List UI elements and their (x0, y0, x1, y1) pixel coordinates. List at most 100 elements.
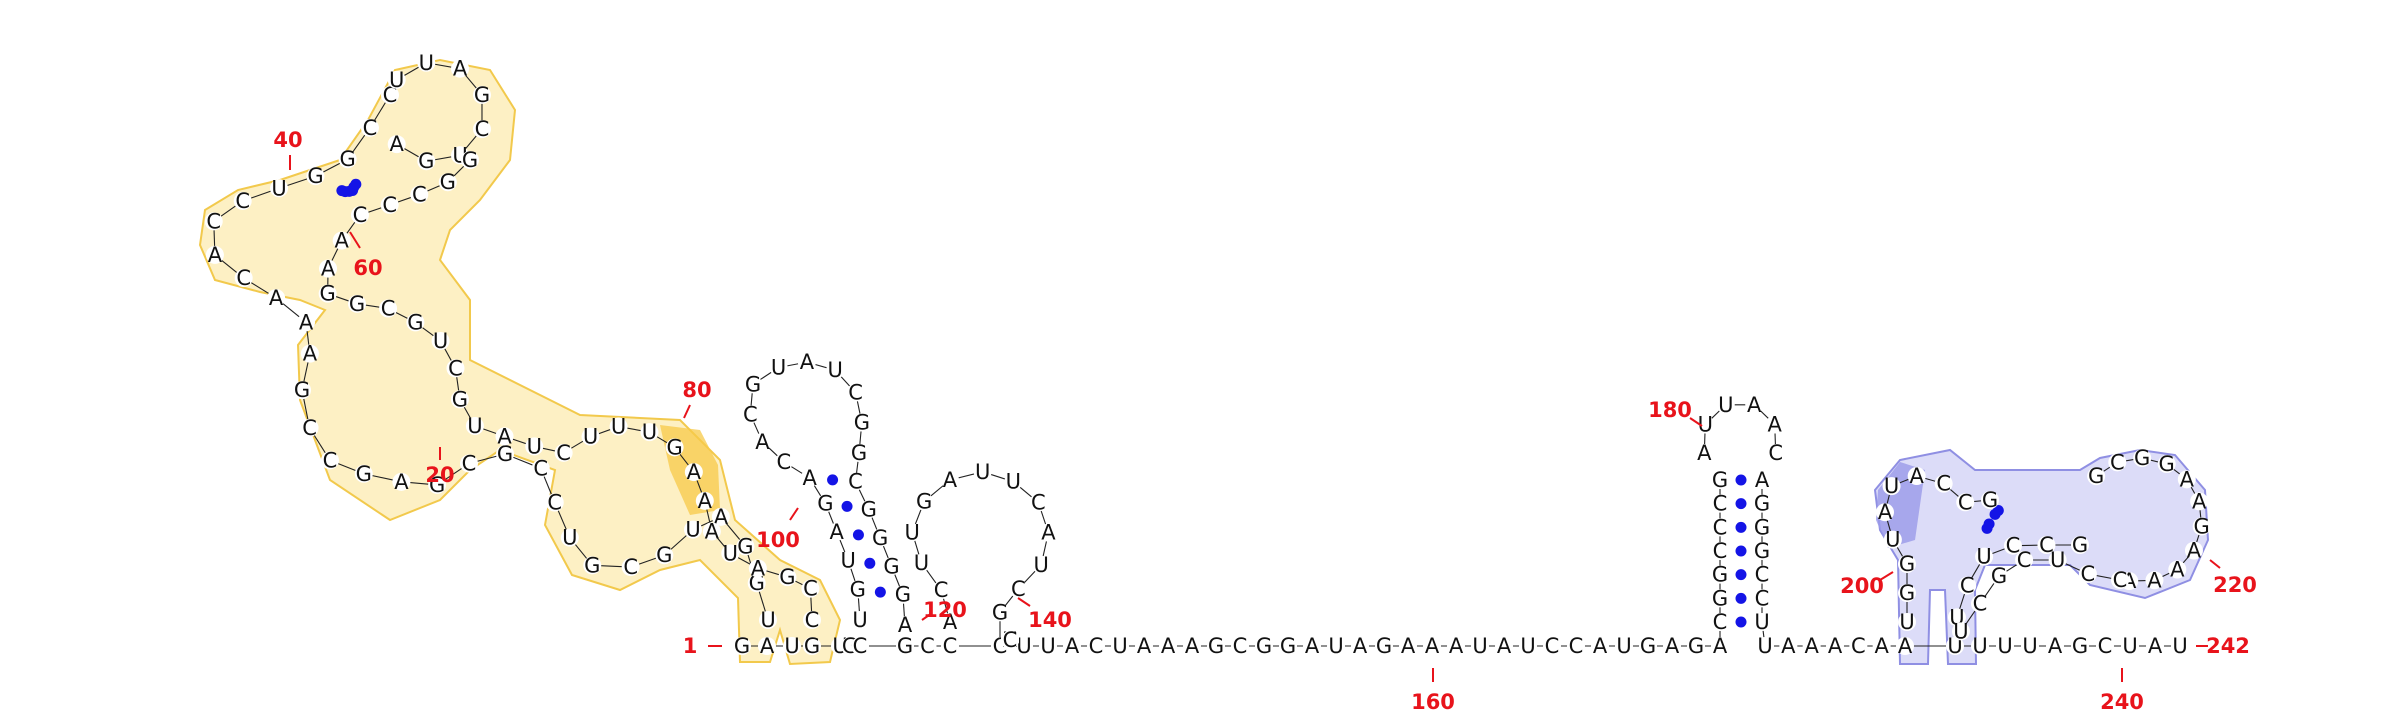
nucleotide-G: G (584, 553, 600, 577)
nucleotide-A: A (453, 57, 468, 81)
nucleotide-A: A (1137, 634, 1152, 658)
nucleotide-G: G (2134, 446, 2150, 470)
nucleotide-A: A (755, 430, 770, 454)
position-tick (684, 405, 690, 418)
nucleotide-G: G (872, 526, 888, 550)
nucleotide-G: G (1991, 564, 2007, 588)
nucleotide-C: C (1713, 492, 1728, 516)
nucleotide-A: A (1665, 634, 1680, 658)
position-label-20: 20 (425, 463, 454, 487)
base-pair-dot (1736, 546, 1747, 557)
nucleotide-G: G (418, 149, 434, 173)
nucleotide-G: G (804, 634, 820, 658)
nucleotide-G: G (850, 577, 866, 601)
nucleotide-G: G (356, 462, 372, 486)
blue-domain-outline (1875, 450, 2208, 664)
nucleotide-U: U (1899, 610, 1914, 634)
nucleotide-A: A (898, 613, 913, 637)
nucleotide-G: G (1712, 586, 1728, 610)
base-pair-dot (1736, 617, 1747, 628)
nucleotide-C: C (236, 266, 251, 290)
nucleotide-A: A (2187, 539, 2202, 563)
nucleotide-U: U (2172, 634, 2187, 658)
nucleotide-C: C (556, 441, 571, 465)
nucleotide-A: A (760, 634, 775, 658)
nucleotide-G: G (294, 378, 310, 402)
nucleotide-A: A (1593, 634, 1608, 658)
nucleotide-A: A (943, 468, 958, 492)
nucleotide-G: G (656, 543, 672, 567)
nucleotide-A: A (390, 132, 405, 156)
position-label-140: 140 (1028, 608, 1072, 632)
nucleotide-A: A (1804, 634, 1819, 658)
nucleotide-U: U (433, 329, 448, 353)
nucleotide-G: G (897, 634, 913, 658)
nucleotide-U: U (1976, 545, 1991, 569)
nucleotide-U: U (1616, 634, 1631, 658)
nucleotide-G: G (349, 292, 365, 316)
nucleotide-A: A (1305, 634, 1320, 658)
nucleotide-A: A (2180, 467, 2195, 491)
nucleotide-C: C (2098, 634, 2113, 658)
nucleotide-C: C (448, 356, 463, 380)
position-label-240: 240 (2100, 690, 2144, 714)
nucleotide-G: G (854, 411, 870, 435)
nucleotide-A: A (1353, 634, 1368, 658)
nucleotide-C: C (1031, 491, 1046, 515)
base-pair-dot (875, 587, 886, 598)
nucleotide-U: U (1757, 634, 1772, 658)
nucleotide-A: A (705, 519, 720, 543)
nucleotide-A: A (269, 286, 284, 310)
base-pair-dot (1736, 593, 1747, 604)
nucleotide-U: U (1972, 634, 1987, 658)
nucleotide-A: A (1697, 441, 1712, 465)
position-label-120: 120 (923, 598, 967, 622)
nucleotide-U: U (1953, 619, 1968, 643)
nucleotide-U: U (685, 518, 700, 542)
nucleotide-C: C (235, 189, 250, 213)
nucleotide-C: C (382, 193, 397, 217)
nucleotide-A: A (299, 310, 314, 334)
nucleotide-A: A (1185, 634, 1200, 658)
nucleotide-C: C (2081, 562, 2096, 586)
nucleotide-G: G (1754, 539, 1770, 563)
nucleotide-A: A (1874, 634, 1889, 658)
nucleotide-G: G (1688, 634, 1704, 658)
nucleotide-C: C (1011, 577, 1026, 601)
nucleotide-C: C (1569, 634, 1584, 658)
nucleotide-U: U (1885, 528, 1900, 552)
nucleotide-G: G (666, 435, 682, 459)
nucleotide-G: G (1712, 563, 1728, 587)
nucleotide-G: G (1899, 552, 1915, 576)
nucleotide-C: C (1755, 563, 1770, 587)
nucleotide-A: A (1161, 634, 1176, 658)
position-label-160: 160 (1411, 690, 1455, 714)
nucleotide-A: A (2170, 558, 2185, 582)
nucleotide-G: G (779, 565, 795, 589)
nucleotide-A: A (2147, 568, 2162, 592)
nucleotide-C: C (1768, 441, 1783, 465)
nucleotide-U: U (527, 434, 542, 458)
base-pair-dot (350, 179, 361, 190)
nucleotide-U: U (1997, 634, 2012, 658)
nucleotide-A: A (208, 243, 223, 267)
nucleotide-G: G (340, 147, 356, 171)
nucleotide-U: U (642, 420, 657, 444)
nucleotide-C: C (1851, 634, 1866, 658)
nucleotide-G: G (1982, 488, 1998, 512)
nucleotide-U: U (1520, 634, 1535, 658)
nucleotide-A: A (1898, 634, 1913, 658)
nucleotide-U: U (467, 414, 482, 438)
nucleotide-A: A (698, 489, 713, 513)
nucleotide-G: G (883, 554, 899, 578)
nucleotide-G: G (462, 148, 478, 172)
nucleotide-C: C (776, 450, 791, 474)
nucleotide-U: U (852, 608, 867, 632)
nucleotide-C: C (2110, 450, 2125, 474)
position-label-220: 220 (2213, 573, 2257, 597)
base-pair-dot (1736, 498, 1747, 509)
nucleotide-C: C (1233, 634, 1248, 658)
nucleotide-U: U (828, 358, 843, 382)
